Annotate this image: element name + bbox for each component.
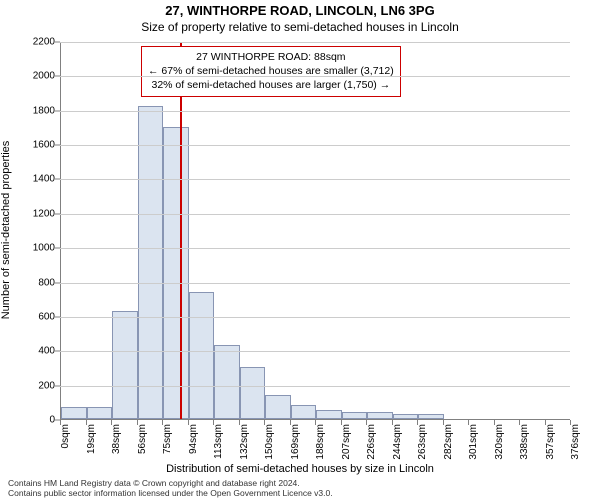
gridline xyxy=(60,111,570,112)
x-tick-label: 244sqm xyxy=(392,424,403,484)
y-tick-label: 200 xyxy=(5,380,55,391)
x-tick-label: 282sqm xyxy=(443,424,454,484)
histogram-bar xyxy=(265,395,291,419)
gridline xyxy=(60,351,570,352)
y-tick-label: 0 xyxy=(5,415,55,426)
gridline xyxy=(60,179,570,180)
x-tick-label: 38sqm xyxy=(111,424,122,484)
gridline xyxy=(60,214,570,215)
x-tick-label: 226sqm xyxy=(366,424,377,484)
histogram-bar xyxy=(112,311,138,419)
y-tick-mark xyxy=(55,316,60,317)
y-tick-mark xyxy=(55,76,60,77)
y-tick-mark xyxy=(55,145,60,146)
gridline xyxy=(60,42,570,43)
page-subtitle: Size of property relative to semi-detach… xyxy=(0,20,600,34)
y-tick-label: 800 xyxy=(5,277,55,288)
y-axis-label: Number of semi-detached properties xyxy=(0,141,12,320)
histogram-bar xyxy=(393,414,419,419)
annotation-line-1: 27 WINTHORPE ROAD: 88sqm xyxy=(148,50,394,64)
y-tick-label: 600 xyxy=(5,311,55,322)
histogram-bar xyxy=(163,127,189,419)
annotation-box: 27 WINTHORPE ROAD: 88sqm ← 67% of semi-d… xyxy=(141,46,401,97)
histogram-bar xyxy=(291,405,317,419)
x-tick-label: 132sqm xyxy=(239,424,250,484)
chart-container: { "header": { "line1": "27, WINTHORPE RO… xyxy=(0,0,600,500)
y-tick-mark xyxy=(55,282,60,283)
y-tick-label: 2000 xyxy=(5,71,55,82)
y-tick-mark xyxy=(55,42,60,43)
x-tick-label: 0sqm xyxy=(60,424,71,484)
gridline xyxy=(60,76,570,77)
gridline xyxy=(60,248,570,249)
y-tick-mark xyxy=(55,248,60,249)
y-tick-mark xyxy=(55,213,60,214)
page-title: 27, WINTHORPE ROAD, LINCOLN, LN6 3PG xyxy=(0,3,600,18)
histogram-bar xyxy=(214,345,240,419)
histogram-bar xyxy=(61,407,87,419)
histogram-bar xyxy=(316,410,342,419)
annotation-line-3: 32% of semi-detached houses are larger (… xyxy=(148,78,394,92)
y-tick-label: 1400 xyxy=(5,174,55,185)
y-tick-label: 1000 xyxy=(5,243,55,254)
x-tick-label: 56sqm xyxy=(137,424,148,484)
y-tick-label: 1800 xyxy=(5,105,55,116)
x-tick-label: 150sqm xyxy=(264,424,275,484)
histogram-bar xyxy=(418,414,444,419)
histogram-bar xyxy=(138,106,164,419)
y-tick-mark xyxy=(55,385,60,386)
property-marker-line xyxy=(180,42,182,419)
x-tick-label: 338sqm xyxy=(519,424,530,484)
gridline xyxy=(60,386,570,387)
gridline xyxy=(60,145,570,146)
x-tick-label: 113sqm xyxy=(213,424,224,484)
histogram-bar xyxy=(189,292,215,419)
y-tick-label: 2200 xyxy=(5,37,55,48)
x-tick-label: 19sqm xyxy=(86,424,97,484)
histogram-bar xyxy=(87,407,113,419)
x-tick-label: 376sqm xyxy=(570,424,581,484)
histogram-bar xyxy=(240,367,266,419)
plot-area: 27 WINTHORPE ROAD: 88sqm ← 67% of semi-d… xyxy=(60,42,570,420)
y-tick-mark xyxy=(55,351,60,352)
credit-line-2: Contains public sector information licen… xyxy=(8,488,333,498)
y-tick-label: 1200 xyxy=(5,208,55,219)
y-tick-label: 400 xyxy=(5,346,55,357)
x-tick-label: 188sqm xyxy=(315,424,326,484)
x-tick-label: 207sqm xyxy=(341,424,352,484)
x-tick-label: 320sqm xyxy=(494,424,505,484)
y-tick-label: 1600 xyxy=(5,140,55,151)
gridline xyxy=(60,283,570,284)
histogram-bar xyxy=(367,412,393,419)
x-tick-label: 263sqm xyxy=(417,424,428,484)
histogram-bar xyxy=(342,412,368,419)
bars-layer xyxy=(61,42,570,419)
x-tick-label: 94sqm xyxy=(188,424,199,484)
gridline xyxy=(60,317,570,318)
x-tick-label: 357sqm xyxy=(545,424,556,484)
x-tick-label: 75sqm xyxy=(162,424,173,484)
x-tick-label: 301sqm xyxy=(468,424,479,484)
y-tick-mark xyxy=(55,179,60,180)
x-tick-label: 169sqm xyxy=(290,424,301,484)
y-tick-mark xyxy=(55,110,60,111)
